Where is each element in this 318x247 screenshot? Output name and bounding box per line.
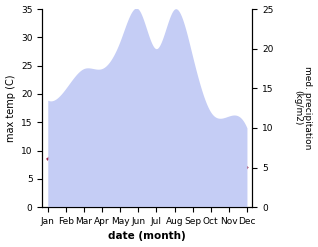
Y-axis label: med. precipitation
(kg/m2): med. precipitation (kg/m2)	[293, 66, 313, 150]
Y-axis label: max temp (C): max temp (C)	[5, 74, 16, 142]
X-axis label: date (month): date (month)	[108, 231, 186, 242]
